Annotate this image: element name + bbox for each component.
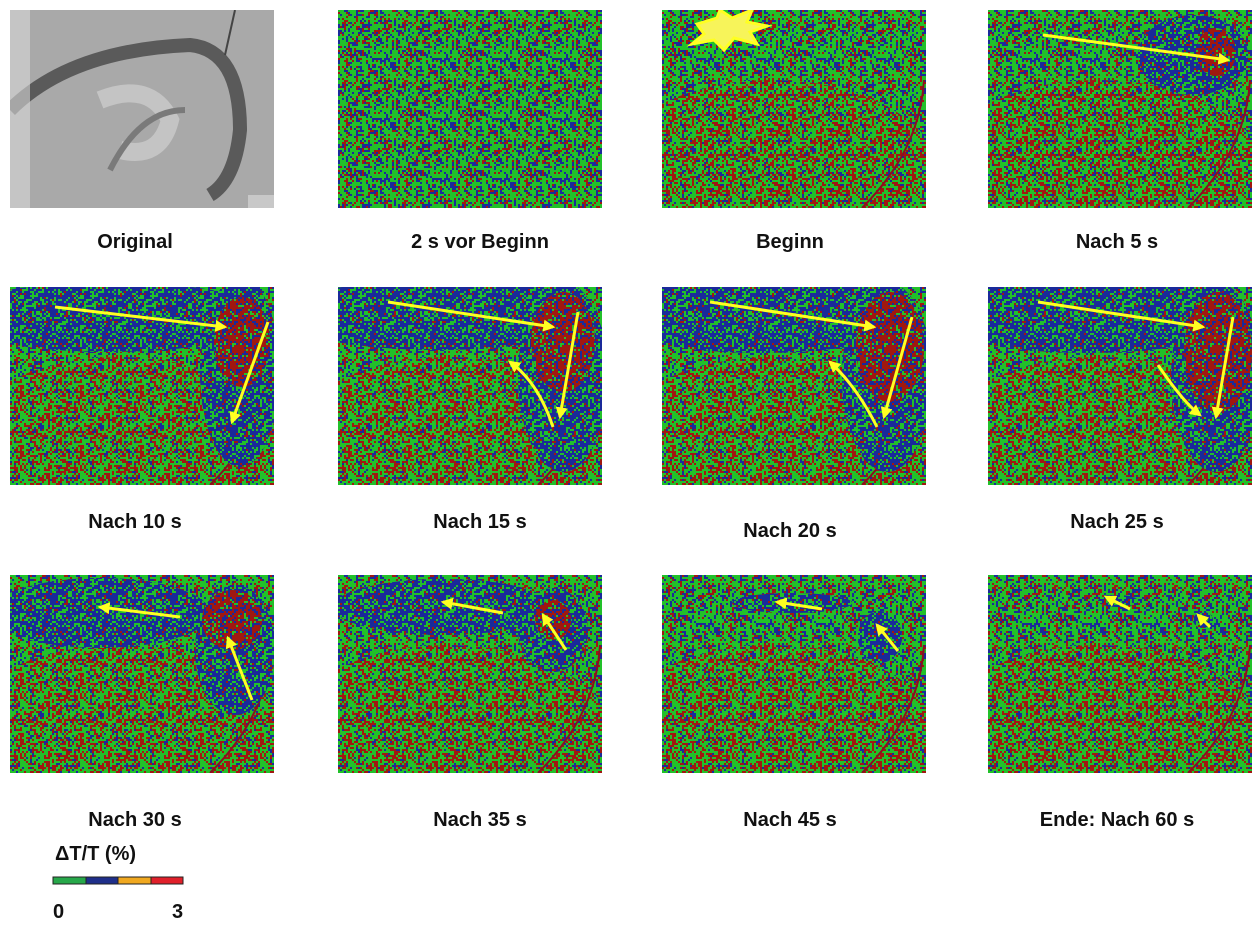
panel-label: Nach 45 s bbox=[743, 809, 836, 831]
panel-label: Nach 15 s bbox=[433, 511, 526, 533]
activity-region bbox=[531, 292, 595, 392]
colorbar-max: 3 bbox=[172, 901, 183, 923]
panel bbox=[338, 10, 602, 208]
panel-label: Nach 20 s bbox=[743, 520, 836, 542]
colorbar-min: 0 bbox=[53, 901, 64, 923]
colorbar-title: ΔT/T (%) bbox=[55, 843, 136, 865]
noise-field bbox=[338, 10, 602, 208]
colorbar-segment bbox=[151, 877, 183, 884]
activity-region bbox=[1196, 28, 1236, 76]
activity-region bbox=[535, 600, 571, 640]
panel-image bbox=[928, 575, 1255, 845]
panel bbox=[0, 575, 290, 845]
colorbar-segment bbox=[53, 877, 86, 884]
activity-region bbox=[0, 578, 210, 648]
colorbar-segment bbox=[86, 877, 118, 884]
panel-label: Ende: Nach 60 s bbox=[1040, 809, 1195, 831]
panel bbox=[278, 575, 618, 845]
panel-image bbox=[0, 575, 290, 845]
panel bbox=[602, 575, 942, 845]
figure: ΔT/T (%) 0 3 Original 2 s vor Beginn Begin… bbox=[0, 0, 1255, 945]
panel-image bbox=[278, 575, 618, 845]
activity-region bbox=[1184, 292, 1252, 412]
panel-label: Nach 10 s bbox=[88, 511, 181, 533]
panel-image bbox=[10, 10, 274, 208]
panel-label: Nach 35 s bbox=[433, 809, 526, 831]
panel-label: Beginn bbox=[756, 231, 824, 253]
panel-label: Original bbox=[97, 231, 173, 253]
activity-region bbox=[858, 611, 902, 663]
panel bbox=[602, 277, 942, 557]
activity-region bbox=[202, 590, 262, 650]
photo-corner bbox=[248, 195, 274, 208]
colorbar-segment bbox=[118, 877, 151, 884]
panel-label: Nach 30 s bbox=[88, 809, 181, 831]
panel-label: Nach 25 s bbox=[1070, 511, 1163, 533]
panel-label: Nach 5 s bbox=[1076, 231, 1158, 253]
panel-label: 2 s vor Beginn bbox=[411, 231, 549, 253]
photo-edge bbox=[10, 10, 30, 208]
activity-region bbox=[1098, 595, 1138, 607]
panel bbox=[10, 10, 274, 208]
panel bbox=[928, 575, 1255, 845]
colorbar: ΔT/T (%) 0 3 bbox=[53, 843, 183, 923]
panel-image bbox=[338, 10, 602, 208]
activity-region bbox=[856, 292, 924, 402]
panel-image bbox=[602, 575, 942, 845]
panel-image bbox=[602, 277, 942, 557]
